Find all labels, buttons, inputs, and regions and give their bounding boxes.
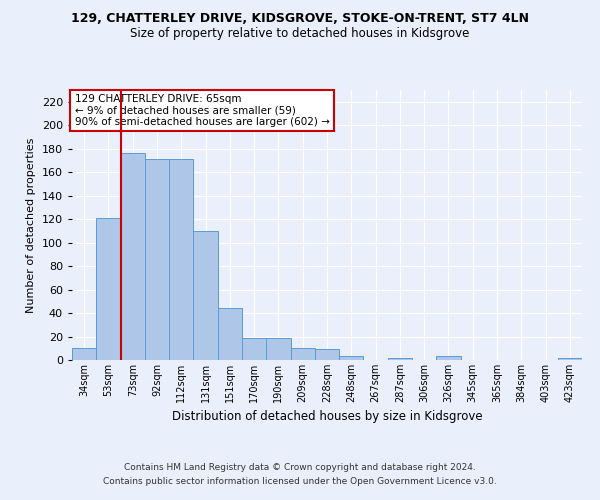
X-axis label: Distribution of detached houses by size in Kidsgrove: Distribution of detached houses by size … [172, 410, 482, 424]
Text: 129 CHATTERLEY DRIVE: 65sqm
← 9% of detached houses are smaller (59)
90% of semi: 129 CHATTERLEY DRIVE: 65sqm ← 9% of deta… [74, 94, 329, 127]
Y-axis label: Number of detached properties: Number of detached properties [26, 138, 36, 312]
Bar [193, 231, 218, 360]
Bar [266, 338, 290, 360]
Bar [121, 154, 145, 360]
Bar [339, 356, 364, 360]
Bar [388, 358, 412, 360]
Bar [169, 160, 193, 360]
Text: Size of property relative to detached houses in Kidsgrove: Size of property relative to detached ho… [130, 28, 470, 40]
Bar [290, 348, 315, 360]
Bar [558, 358, 582, 360]
Bar [315, 350, 339, 360]
Bar [436, 356, 461, 360]
Bar [242, 338, 266, 360]
Bar [96, 218, 121, 360]
Bar [72, 348, 96, 360]
Bar [218, 308, 242, 360]
Bar [145, 160, 169, 360]
Text: Contains HM Land Registry data © Crown copyright and database right 2024.: Contains HM Land Registry data © Crown c… [124, 464, 476, 472]
Text: 129, CHATTERLEY DRIVE, KIDSGROVE, STOKE-ON-TRENT, ST7 4LN: 129, CHATTERLEY DRIVE, KIDSGROVE, STOKE-… [71, 12, 529, 26]
Text: Contains public sector information licensed under the Open Government Licence v3: Contains public sector information licen… [103, 477, 497, 486]
